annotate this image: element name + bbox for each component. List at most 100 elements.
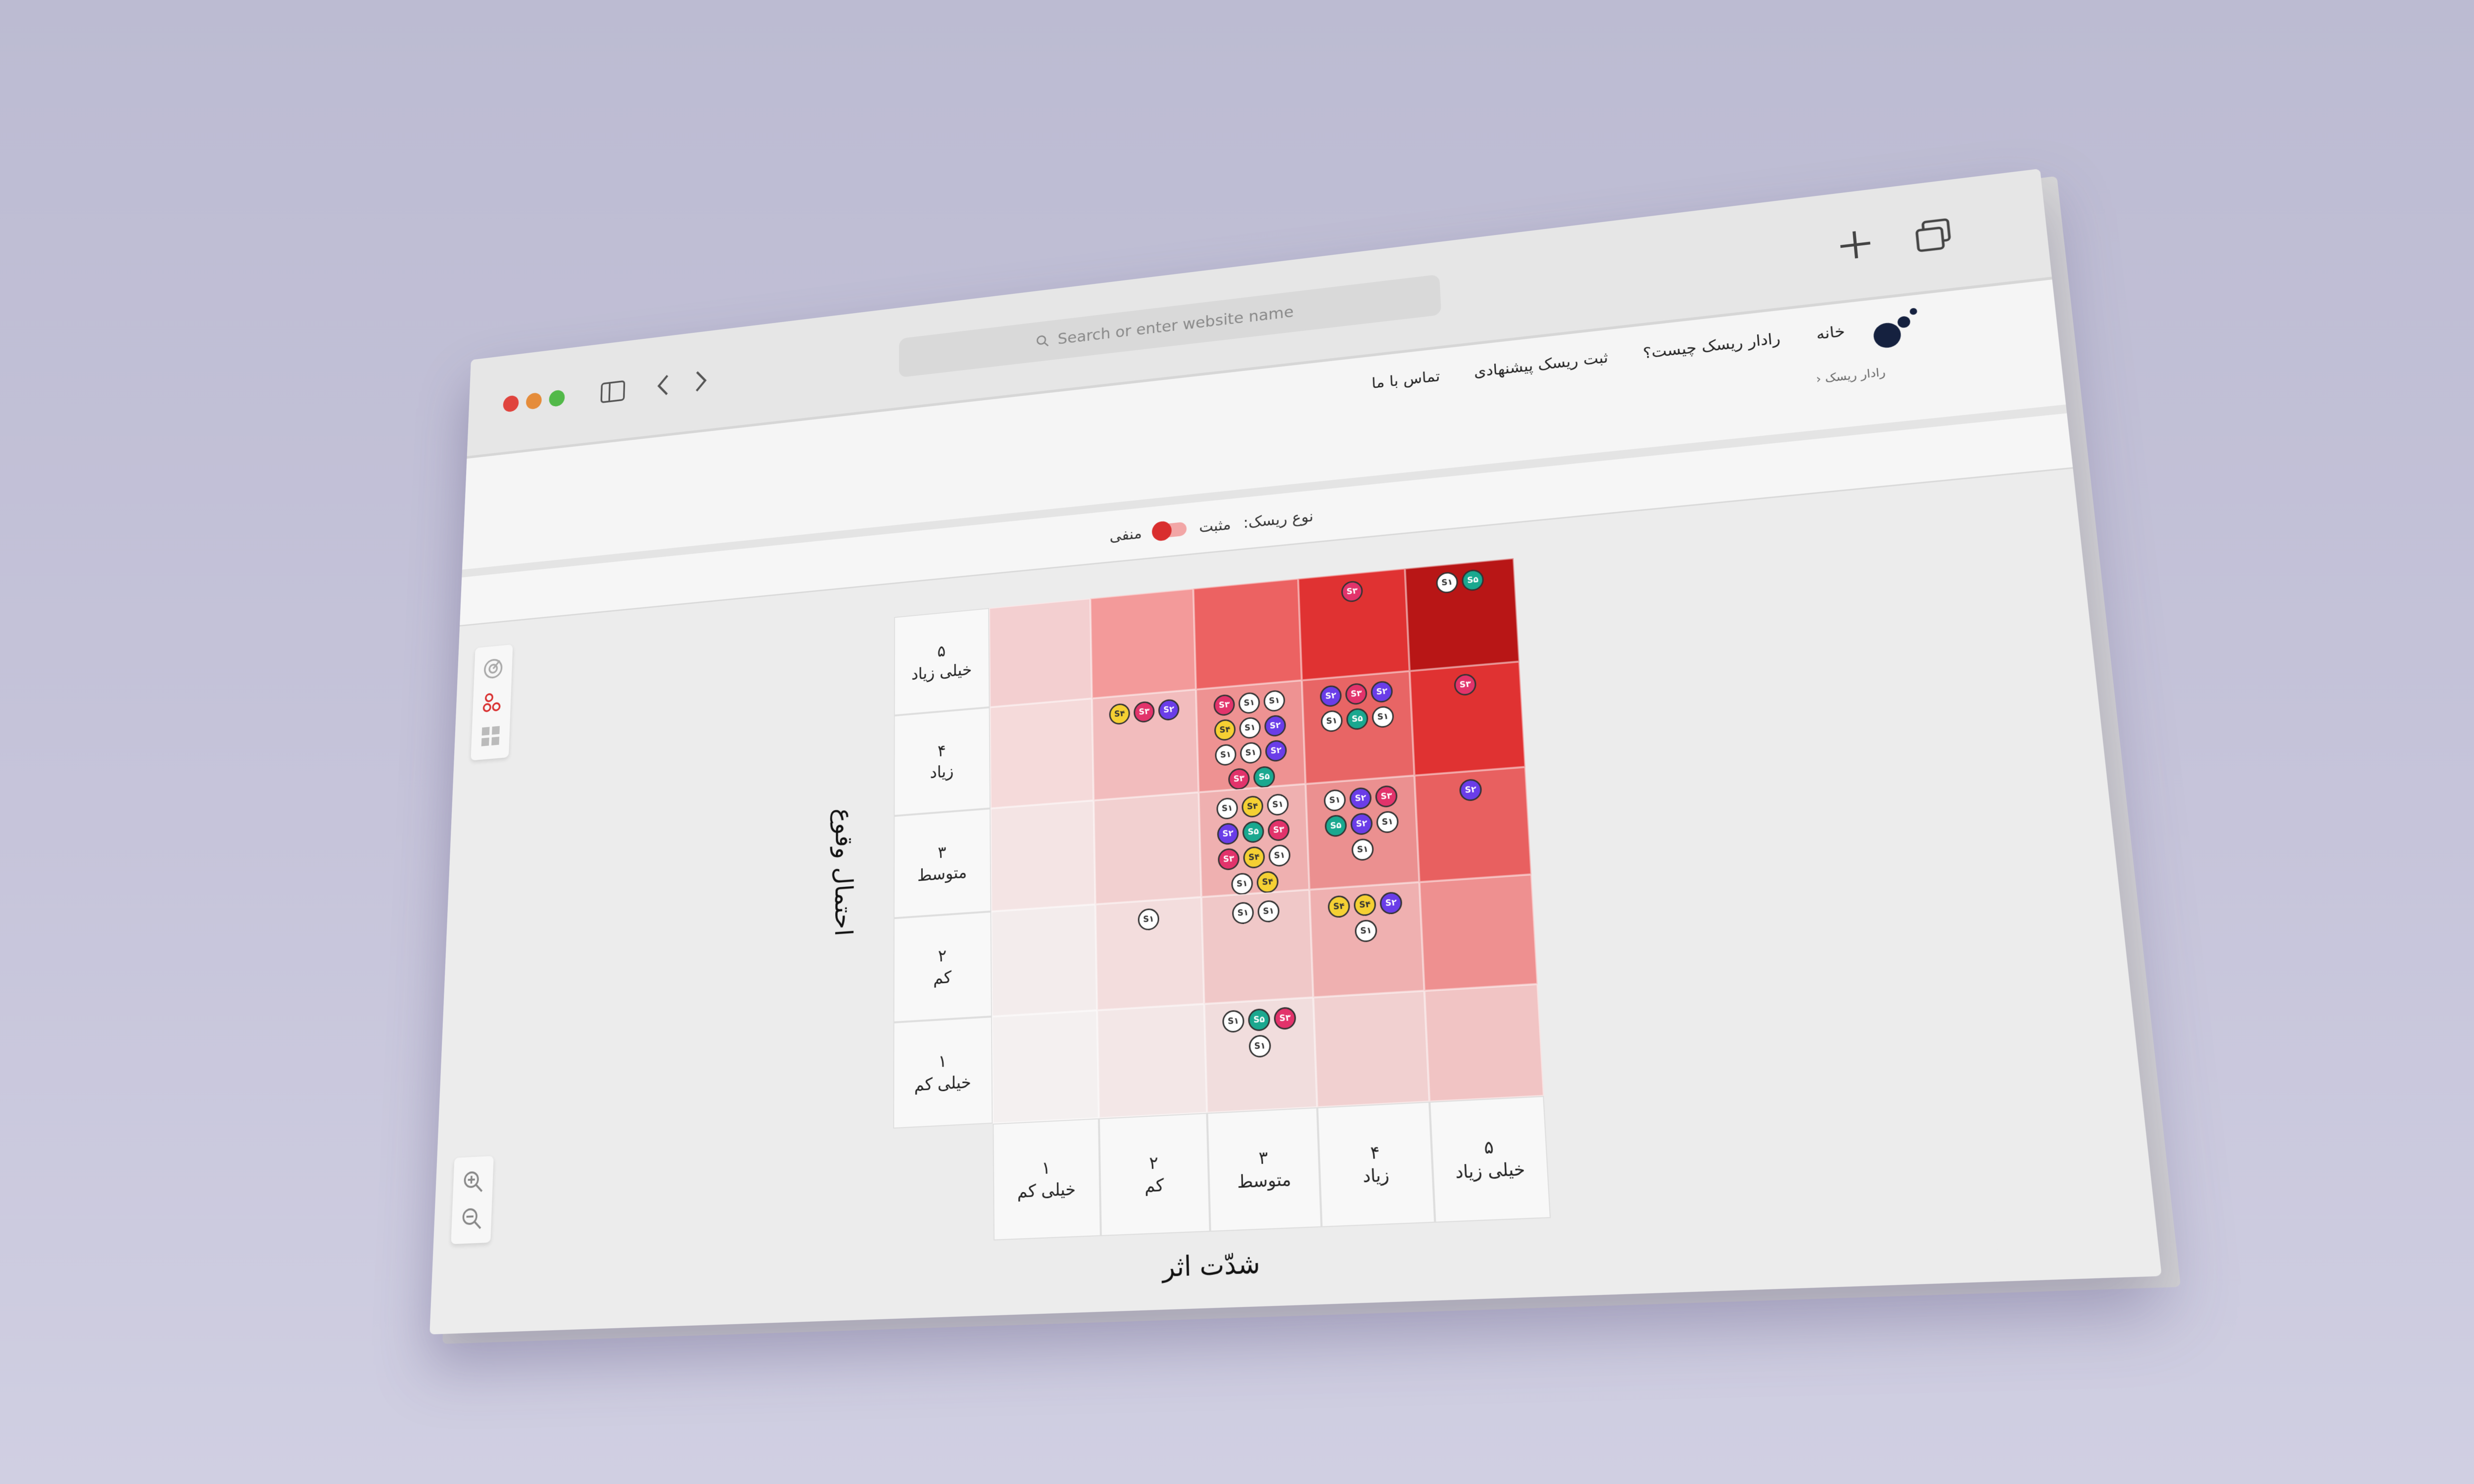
risk-badge[interactable]: S۵ [1247,1008,1271,1032]
risk-badge[interactable]: S۳ [1453,673,1477,696]
matrix-view-button[interactable] [481,690,503,714]
risk-badge[interactable]: S۱ [1351,837,1374,862]
risk-badge[interactable]: S۱ [1267,793,1289,817]
risk-badge[interactable]: S۱ [1248,1034,1272,1058]
risk-badge[interactable]: S۱ [1231,872,1253,896]
risk-badge[interactable]: S۳ [1213,694,1236,717]
x-axis-title: شدّت اثر [1162,1248,1261,1284]
minimize-button[interactable] [525,392,542,410]
risk-badge[interactable]: S۳ [1341,580,1363,603]
column-number: ۵ [1483,1137,1494,1159]
risk-badge[interactable]: S۱ [1257,899,1280,923]
risk-badge[interactable]: S۴ [1327,895,1351,919]
risk-badge[interactable]: S۲ [1217,822,1239,845]
nav-item[interactable]: ثبت ریسک پیشنهادی [1473,348,1609,381]
risk-badge[interactable]: S۴ [1256,870,1279,894]
matrix-cell [989,598,1092,707]
risk-matrix: احتمال وقوع شدّت اثر ۵ خیلی زیاد S۳ S۱ S۵ ۴ زی… [829,554,1608,1305]
nav-item[interactable]: خانه [1815,322,1846,343]
risk-badge[interactable]: S۱ [1138,908,1160,931]
nav-item[interactable]: تماس با ما [1371,367,1441,392]
risk-badge[interactable]: S۴ [1243,845,1265,869]
risk-badge[interactable]: S۲ [1350,812,1373,836]
risk-badge[interactable]: S۴ [1214,718,1236,742]
back-button[interactable] [654,372,671,398]
sidebar-button[interactable] [600,380,626,404]
risk-badge[interactable]: S۲ [1349,787,1372,810]
row-text: خیلی زیاد [911,660,972,684]
nav-item[interactable]: رادار ریسک چیست؟ [1642,329,1781,363]
risk-badge[interactable]: S۳ [1228,767,1250,790]
risk-badge[interactable]: S۱ [1232,901,1254,925]
row-text: کم [933,967,952,988]
risk-badge[interactable]: S۱ [1263,689,1285,712]
row-text: متوسط [917,862,967,885]
column-label: ۲ کم [1098,1113,1210,1236]
risk-type-toggle[interactable] [1153,521,1187,539]
zoom-panel [451,1156,494,1245]
search-placeholder: Search or enter website name [1057,303,1294,348]
risk-badge[interactable]: S۱ [1216,797,1238,820]
matrix-cell: S۳ S۱ S۱ S۴ S۱ S۲ S۱ S۱ S۲ S۳ S۵ [1196,680,1306,792]
logo[interactable] [1864,304,1925,353]
risk-badge[interactable]: S۴ [1241,795,1264,818]
risk-badge[interactable]: S۵ [1253,765,1276,788]
zoom-in-button[interactable] [462,1169,484,1194]
maximize-button[interactable] [549,389,565,408]
risk-badge[interactable]: S۱ [1371,705,1394,729]
risk-badge[interactable]: S۵ [1324,814,1347,838]
risk-badge[interactable]: S۵ [1242,820,1265,844]
row-text: زیاد [930,761,954,783]
grid-view-button[interactable] [479,724,501,748]
column-label: ۳ متوسط [1207,1107,1322,1232]
matrix-cell: S۱ [1095,897,1204,1011]
risk-badge[interactable]: S۱ [1323,788,1346,812]
risk-badge[interactable]: S۱ [1354,919,1378,943]
matrix-cell [1193,578,1302,690]
risk-badge[interactable]: S۱ [1320,709,1343,733]
matrix-cell [992,1010,1099,1124]
breadcrumb-text: رادار ریسک [1824,365,1886,385]
risk-badge[interactable]: S۱ [1215,743,1237,767]
risk-badge[interactable]: S۱ [1222,1009,1245,1033]
column-number: ۱ [1042,1158,1051,1179]
risk-badge[interactable]: S۲ [1158,698,1180,721]
filter-option[interactable]: مثبت [1198,515,1232,536]
risk-badge[interactable]: S۲ [1370,680,1393,703]
risk-badge[interactable]: S۵ [1346,707,1369,731]
risk-badge[interactable]: S۳ [1267,818,1290,842]
matrix-cell [990,698,1094,809]
risk-badge[interactable]: S۱ [1239,741,1262,765]
risk-badge[interactable]: S۳ [1133,700,1155,724]
filter-option[interactable]: منفی [1109,524,1142,545]
risk-badge[interactable]: S۲ [1319,685,1342,708]
risk-badge[interactable]: S۳ [1274,1006,1296,1030]
risk-badge[interactable]: S۱ [1239,716,1261,740]
risk-badge[interactable]: S۲ [1459,778,1482,802]
risk-badge[interactable]: S۲ [1379,891,1403,915]
risk-badge[interactable]: S۴ [1109,702,1131,726]
new-tab-button[interactable] [1836,227,1875,263]
risk-badge[interactable]: S۴ [1353,893,1377,917]
close-button[interactable] [503,395,519,413]
tabs-button[interactable] [1913,217,1954,254]
matrix-cell [1094,792,1202,905]
forward-button[interactable] [692,368,710,394]
risk-badge[interactable]: S۵ [1461,568,1484,592]
risk-badge[interactable]: S۱ [1435,571,1459,595]
risk-badge[interactable]: S۱ [1238,692,1260,715]
column-label: ۱ خیلی کم [993,1118,1101,1241]
risk-badge[interactable]: S۱ [1268,844,1291,868]
risk-badge[interactable]: S۳ [1217,847,1240,871]
matrix-cell [991,904,1097,1017]
risk-badge[interactable]: S۱ [1376,810,1399,834]
radar-view-button[interactable] [482,657,504,681]
risk-badge[interactable]: S۲ [1265,739,1287,763]
risk-badge[interactable]: S۳ [1345,682,1368,706]
breadcrumb[interactable]: رادار ریسک ‹ [1815,365,1886,386]
risk-badge[interactable]: S۲ [1264,714,1286,738]
matrix-cell [1313,990,1430,1108]
matrix-cell [1097,1004,1207,1118]
risk-badge[interactable]: S۳ [1375,785,1398,808]
zoom-out-button[interactable] [460,1206,483,1231]
